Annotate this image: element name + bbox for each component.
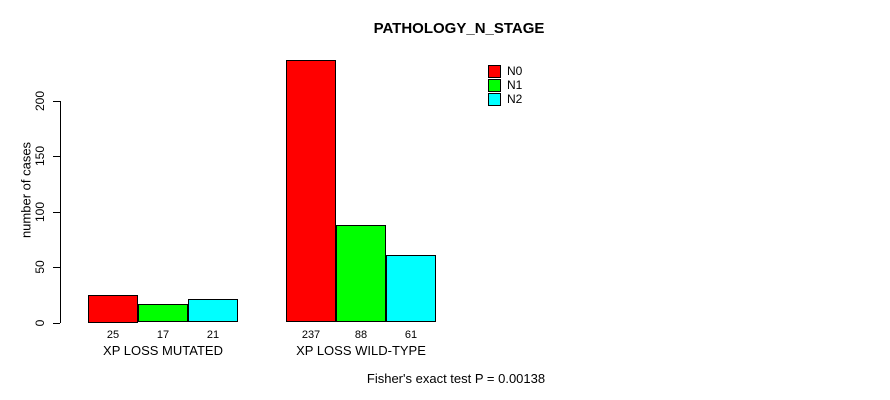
legend-swatch-n2 bbox=[488, 92, 501, 106]
y-tick-label: 100 bbox=[33, 201, 47, 222]
legend-label: N2 bbox=[507, 92, 523, 106]
bar-n1-group2 bbox=[336, 225, 386, 323]
y-tick bbox=[53, 211, 60, 213]
bar-value-label: 237 bbox=[301, 329, 321, 341]
y-tick-label: 50 bbox=[33, 260, 47, 274]
legend-row-n0: N0 bbox=[488, 64, 522, 78]
y-tick-label: 0 bbox=[33, 319, 47, 326]
bar-n1-group1 bbox=[138, 303, 188, 323]
y-tick-label: 200 bbox=[33, 90, 47, 112]
legend-row-n2: N2 bbox=[488, 92, 522, 106]
y-axis-line bbox=[60, 101, 61, 323]
y-tick bbox=[53, 156, 60, 158]
bar-n0-group2 bbox=[286, 60, 336, 323]
chart-title: PATHOLOGY_N_STAGE bbox=[373, 20, 545, 37]
legend-swatch-n0 bbox=[488, 64, 501, 78]
bar-value-label: 21 bbox=[206, 329, 220, 341]
y-tick bbox=[53, 322, 60, 324]
y-axis-label: number of cases bbox=[18, 141, 34, 239]
legend-row-n1: N1 bbox=[488, 78, 522, 92]
annotation-pvalue: Fisher's exact test P = 0.00138 bbox=[366, 371, 546, 386]
bar-n2-group1 bbox=[188, 299, 238, 323]
legend-label: N1 bbox=[507, 78, 523, 92]
legend-label: N0 bbox=[507, 64, 523, 78]
bar-n2-group2 bbox=[386, 254, 436, 323]
y-tick-label: 150 bbox=[33, 146, 47, 167]
legend: N0 N1 N2 bbox=[488, 64, 522, 106]
legend-swatch-n1 bbox=[488, 78, 501, 92]
bar-value-label: 17 bbox=[156, 329, 170, 341]
y-tick bbox=[53, 267, 60, 269]
x-category-label: XP LOSS WILD-TYPE bbox=[296, 343, 426, 358]
y-tick bbox=[53, 101, 60, 102]
bar-n0-group1 bbox=[88, 294, 138, 323]
bar-value-label: 25 bbox=[106, 329, 120, 341]
x-category-label: XP LOSS MUTATED bbox=[103, 343, 223, 358]
bar-value-label: 61 bbox=[404, 329, 418, 341]
bar-value-label: 88 bbox=[354, 329, 368, 341]
